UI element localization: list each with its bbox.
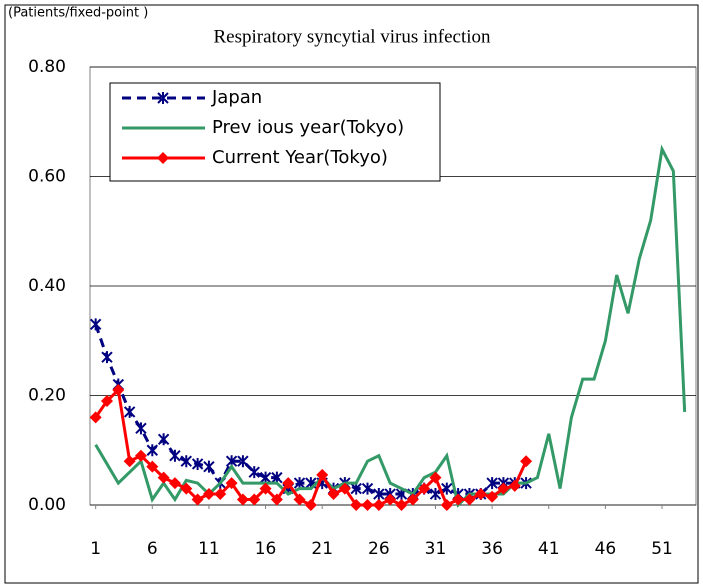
data-point (474, 488, 487, 501)
data-point (373, 488, 385, 501)
data-point (259, 482, 272, 495)
data-point (372, 499, 385, 511)
data-point (327, 488, 340, 501)
data-point (406, 493, 419, 506)
x-tick-label: 51 (651, 539, 673, 559)
legend-label: Prev ious year(Tokyo) (212, 117, 404, 138)
y-tick-label: 0.20 (28, 386, 66, 406)
data-point (123, 455, 136, 468)
chart-title: Respiratory syncytial virus infection (213, 26, 491, 47)
data-point (384, 493, 397, 506)
y-tick-label: 0.60 (28, 167, 66, 187)
data-point (157, 433, 170, 446)
data-point (123, 405, 136, 418)
data-point (236, 493, 249, 506)
x-tick-label: 1 (90, 539, 101, 559)
data-point (508, 479, 521, 492)
data-point (237, 455, 249, 468)
data-point (452, 493, 465, 506)
data-point (180, 482, 193, 495)
x-tick-label: 26 (368, 539, 390, 559)
x-tick-label: 16 (255, 539, 277, 559)
series-line (94, 144, 687, 508)
data-point (100, 394, 113, 407)
y-tick-label: 0.00 (28, 495, 66, 515)
legend-label: Current Year(Tokyo) (212, 147, 388, 168)
data-point (89, 411, 102, 424)
x-tick-label: 21 (311, 539, 333, 559)
data-point (191, 457, 204, 470)
x-tick-label: 46 (595, 539, 617, 559)
data-point (89, 318, 102, 331)
y-axis-label: (Patients/fixed-point ) (8, 6, 148, 21)
data-point (440, 499, 453, 511)
data-point (203, 460, 215, 473)
legend-marker (157, 92, 169, 104)
data-point (338, 482, 351, 495)
data-point (497, 482, 510, 495)
y-tick-label: 0.40 (28, 276, 66, 296)
data-point (180, 455, 192, 468)
data-point (168, 477, 181, 490)
data-point (225, 477, 238, 490)
data-point (135, 422, 147, 435)
data-point (157, 471, 170, 484)
data-point (486, 477, 498, 490)
data-point (248, 466, 260, 479)
data-point (486, 490, 499, 503)
x-tick-label: 36 (481, 539, 503, 559)
x-tick-label: 6 (147, 539, 158, 559)
data-point (520, 455, 533, 468)
y-tick-label: 0.80 (28, 57, 66, 77)
data-point (134, 449, 147, 462)
legend-marker (157, 152, 169, 164)
data-point (282, 477, 295, 490)
data-point (101, 351, 113, 364)
data-point (146, 460, 159, 473)
data-point (270, 493, 283, 506)
data-point (429, 471, 442, 484)
data-point (418, 482, 431, 495)
data-point (463, 493, 476, 506)
x-tick-label: 11 (198, 539, 220, 559)
data-point (441, 482, 453, 495)
data-point (191, 493, 204, 506)
data-point (202, 488, 215, 501)
legend-label: Japan (211, 87, 262, 108)
data-point (361, 499, 374, 511)
data-point (350, 499, 363, 511)
data-point (316, 468, 329, 481)
data-point (395, 499, 408, 511)
x-tick-label: 41 (538, 539, 560, 559)
data-point (429, 488, 442, 501)
data-point (169, 449, 181, 462)
data-point (248, 493, 261, 506)
data-point (293, 493, 306, 506)
data-point (146, 444, 159, 457)
data-point (112, 384, 125, 397)
data-point (214, 488, 227, 501)
data-point (361, 482, 374, 495)
x-tick-label: 31 (425, 539, 447, 559)
data-point (304, 499, 317, 511)
